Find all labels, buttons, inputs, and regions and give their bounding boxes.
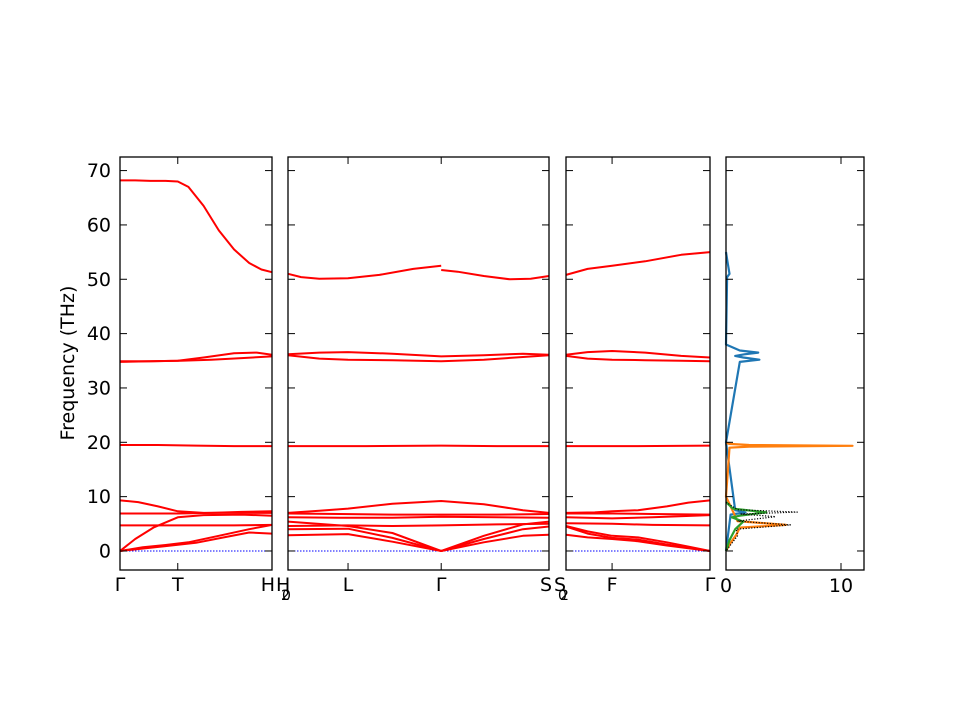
band-line	[287, 515, 550, 519]
band-line	[565, 354, 711, 363]
band-line	[119, 531, 273, 552]
x-tick-label: H	[276, 574, 290, 596]
band-line	[287, 512, 550, 516]
panel-frame	[565, 156, 711, 571]
band-line	[287, 500, 550, 514]
band-line	[287, 533, 550, 552]
x-tick-label: S	[540, 574, 552, 596]
band-panel-1	[119, 156, 273, 571]
band-line	[120, 523, 273, 527]
panel-frame	[119, 156, 273, 571]
band-line	[566, 444, 711, 448]
band-line	[565, 522, 711, 527]
band-line	[565, 251, 711, 276]
band-line	[288, 444, 549, 448]
dos-partial-curve	[724, 441, 854, 552]
band-line	[565, 533, 711, 552]
band-line	[287, 264, 442, 280]
band-line	[119, 513, 273, 552]
band-line	[566, 512, 711, 516]
band-line	[119, 523, 273, 552]
band-line	[565, 350, 711, 359]
y-tick-label: 70	[87, 160, 111, 182]
band-line	[441, 269, 550, 281]
band-panel-2	[287, 156, 550, 571]
x-tick-label: F	[607, 574, 618, 596]
band-panel-3	[565, 156, 711, 571]
y-tick-label: 0	[99, 540, 111, 562]
dos-partial-curve	[724, 251, 761, 552]
band-line	[565, 525, 711, 552]
y-tick-label: 50	[87, 269, 111, 291]
band-line	[120, 444, 272, 448]
band-line	[565, 499, 711, 514]
band-line	[287, 351, 550, 358]
x-tick-label-subscript: 0	[282, 588, 291, 604]
band-line	[565, 514, 711, 520]
x-tick-label: T	[171, 574, 184, 596]
band-line	[120, 510, 273, 515]
y-tick-label: 20	[87, 432, 111, 454]
x-tick-label: L	[343, 574, 354, 596]
x-tick-label-subscript: 2	[560, 588, 569, 604]
x-tick-label: Γ	[115, 574, 126, 596]
panel-frame	[725, 156, 865, 571]
panel-frame	[287, 156, 550, 571]
y-tick-label: 60	[87, 214, 111, 236]
y-tick-label: 10	[87, 486, 111, 508]
x-tick-label: Γ	[436, 574, 447, 596]
x-tick-label-subscript: 2	[281, 588, 290, 604]
x-tick-label-subscript: 0	[558, 588, 567, 604]
dos-x-tick-label: 10	[829, 575, 853, 597]
band-line	[120, 179, 273, 274]
band-line	[120, 351, 273, 363]
dos-panel: 0 10	[720, 156, 865, 597]
y-tick-label: 40	[87, 323, 111, 345]
dos-x-tick-label: 0	[720, 575, 732, 597]
x-tick-label: H	[261, 574, 275, 596]
x-tick-label: S	[554, 574, 566, 596]
x-tick-label: Γ	[705, 574, 716, 596]
y-tick-label: 30	[87, 377, 111, 399]
band-line	[287, 354, 550, 363]
y-axis-label: Frequency (THz)	[57, 286, 79, 441]
